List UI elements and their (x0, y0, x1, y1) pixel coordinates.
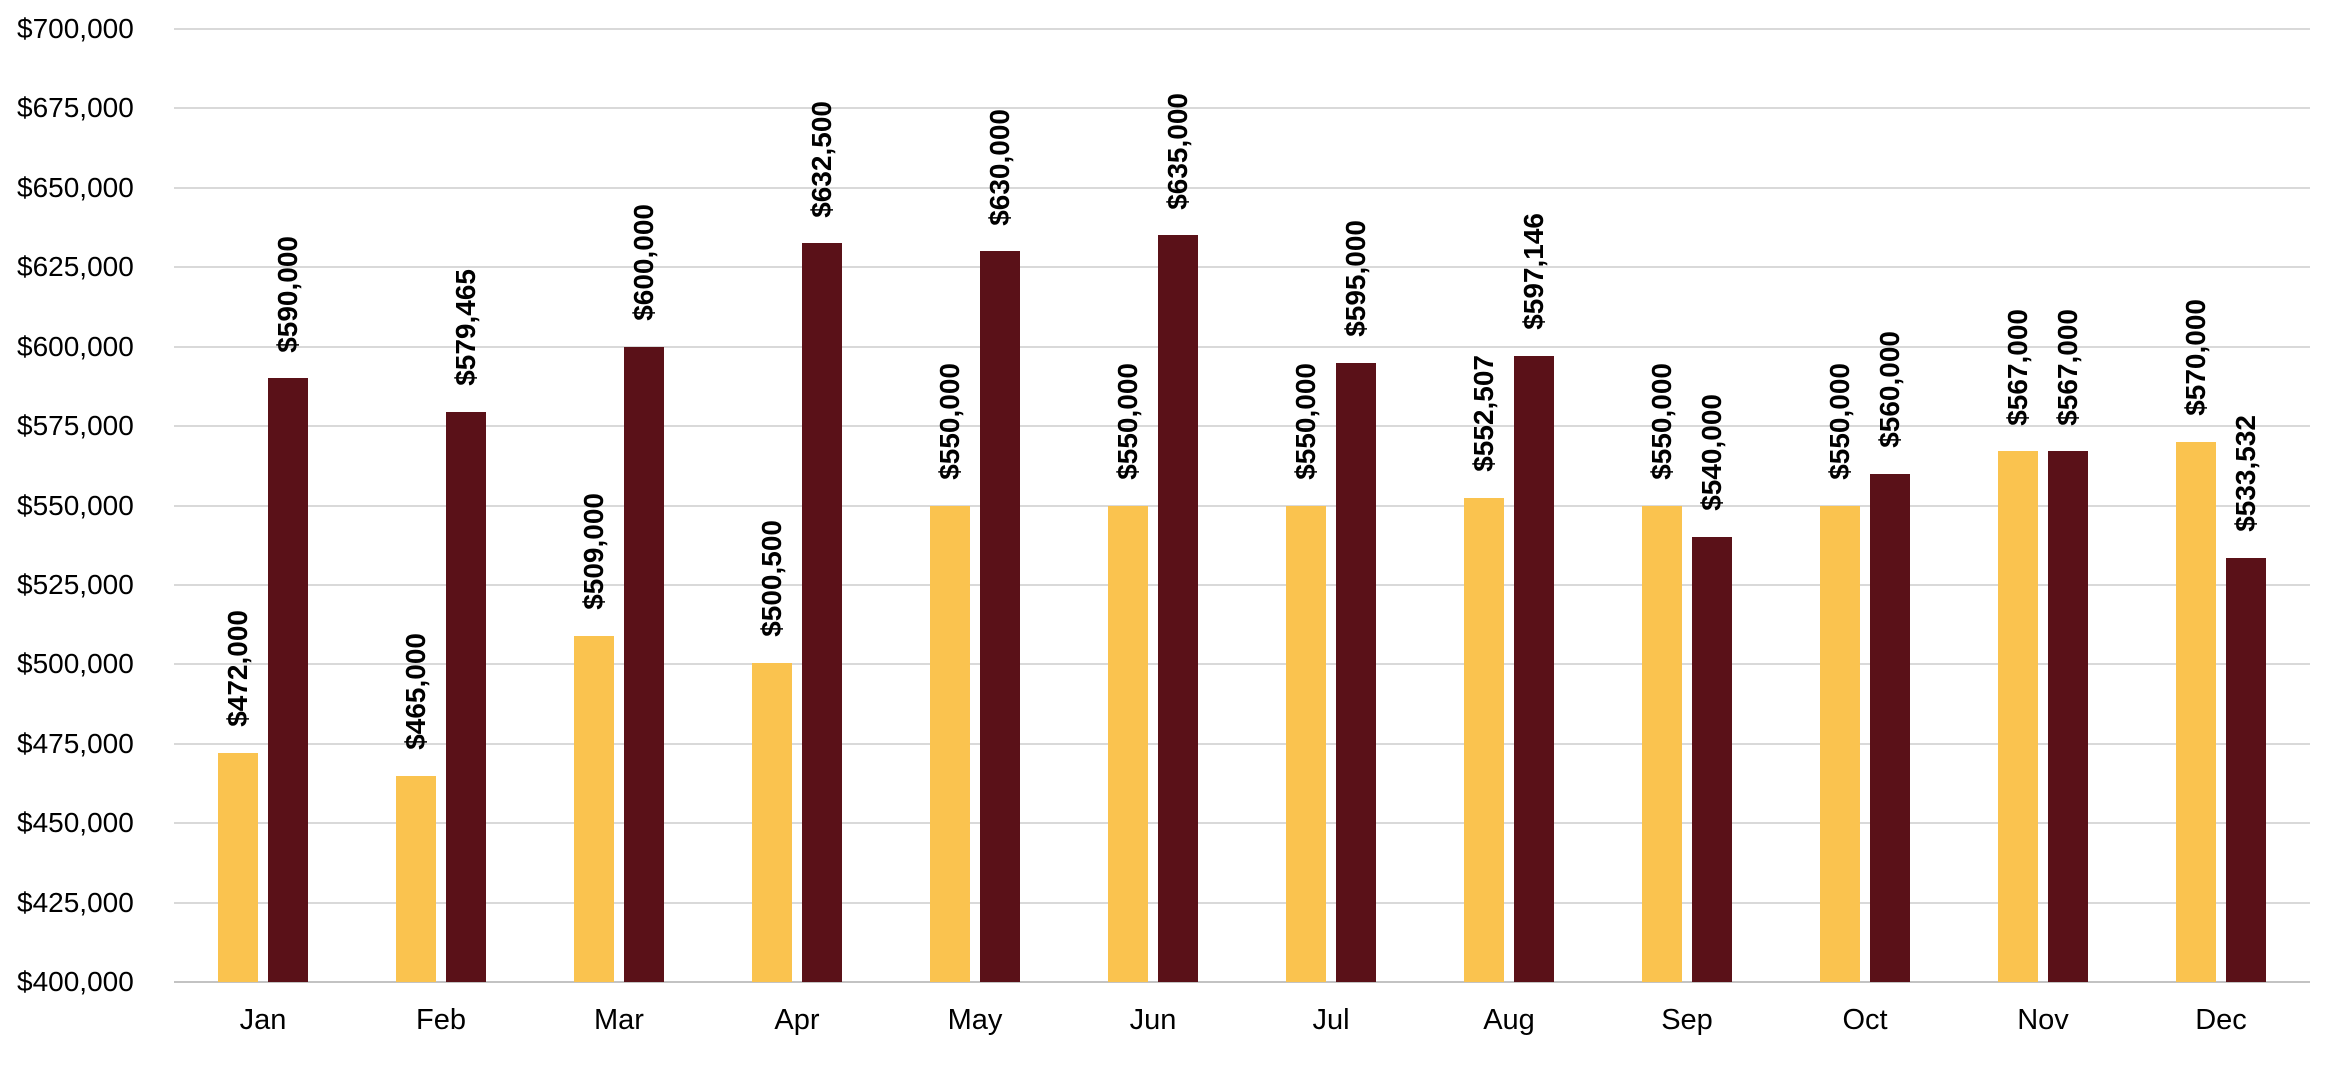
bar-series_1_gold-may (930, 505, 970, 982)
bar-value-label: $465,000 (399, 632, 431, 750)
bar-series_2_maroon-apr (802, 243, 842, 982)
bar-series_2_maroon-jun (1158, 235, 1198, 982)
bar-series_2_maroon-mar (624, 346, 664, 982)
bar-series_1_gold-nov (1998, 451, 2038, 982)
bar-value-label: $590,000 (271, 235, 303, 353)
bar-value-label: $567,000 (2051, 308, 2083, 426)
gridline (174, 425, 2310, 428)
bar-series_2_maroon-may (980, 251, 1020, 982)
y-axis-tick-label: $425,000 (17, 886, 134, 918)
bar-series_2_maroon-jan (268, 378, 308, 982)
bar-value-label: $632,500 (805, 100, 837, 218)
bar-value-label: $600,000 (627, 203, 659, 321)
bar-series_1_gold-apr (752, 662, 792, 982)
bar-value-label: $570,000 (2179, 299, 2211, 416)
gridline (174, 504, 2310, 507)
x-axis-category-label: Apr (774, 1004, 820, 1036)
bar-value-label: $509,000 (577, 492, 609, 610)
x-axis-category-label: Jun (1129, 1004, 1177, 1036)
x-axis-category-label: Nov (2017, 1004, 2069, 1036)
bar-value-label: $533,532 (2229, 415, 2261, 532)
bar-series_1_gold-jan (218, 753, 258, 982)
bar-value-label: $597,146 (1517, 212, 1549, 330)
gridline (174, 28, 2310, 30)
bar-series_1_gold-jul (1286, 505, 1326, 982)
y-axis-tick-label: $650,000 (17, 171, 134, 203)
y-axis-tick-label: $675,000 (17, 92, 134, 124)
bar-value-label: $552,507 (1467, 354, 1499, 472)
gridline (174, 663, 2310, 666)
bar-series_2_maroon-sep (1692, 537, 1732, 982)
bar-value-label: $550,000 (1289, 362, 1321, 480)
bar-series_1_gold-sep (1642, 505, 1682, 982)
gridline (174, 583, 2310, 586)
y-axis-tick-label: $550,000 (17, 489, 134, 521)
y-axis-tick-label: $450,000 (17, 807, 134, 839)
x-axis-category-label: Feb (416, 1004, 466, 1036)
bar-value-label: $550,000 (1111, 362, 1143, 480)
bar-value-label: $550,000 (933, 362, 965, 480)
bar-value-label: $560,000 (1873, 330, 1905, 448)
gridline (174, 345, 2310, 348)
gridline (174, 742, 2310, 745)
x-axis-category-label: Jan (239, 1004, 287, 1036)
bar-series_2_maroon-nov (2048, 451, 2088, 982)
bar-series_2_maroon-oct (1870, 473, 1910, 982)
gridline (174, 822, 2310, 825)
bar-series_1_gold-dec (2176, 441, 2216, 982)
y-axis-tick-label: $525,000 (17, 568, 134, 600)
gridline (174, 901, 2310, 904)
x-axis-category-label: Jul (1312, 1004, 1350, 1036)
bar-series_1_gold-mar (574, 635, 614, 982)
bar-value-label: $579,465 (449, 269, 481, 386)
x-axis-category-label: Mar (594, 1004, 644, 1036)
y-axis-tick-label: $500,000 (17, 648, 134, 680)
bar-value-label: $550,000 (1823, 362, 1855, 480)
gridline (174, 266, 2310, 269)
x-axis-category-label: Aug (1483, 1004, 1535, 1036)
x-axis-category-label: May (947, 1004, 1003, 1036)
gridline (174, 186, 2310, 189)
y-axis-tick-label: $575,000 (17, 410, 134, 442)
bar-series_2_maroon-aug (1514, 355, 1554, 982)
bar-value-label: $550,000 (1645, 362, 1677, 480)
bar-series_2_maroon-feb (446, 411, 486, 982)
x-axis-line (174, 981, 2310, 983)
bar-value-label: $540,000 (1695, 394, 1727, 512)
bar-series_2_maroon-dec (2226, 557, 2266, 982)
x-axis-category-label: Sep (1661, 1004, 1713, 1036)
y-axis-tick-label: $700,000 (17, 13, 134, 44)
bar-series_1_gold-feb (396, 775, 436, 982)
gridline (174, 107, 2310, 110)
x-axis-category-label: Oct (1842, 1004, 1888, 1036)
bar-value-label: $595,000 (1339, 219, 1371, 337)
bar-value-label: $567,000 (2001, 308, 2033, 426)
bar-value-label: $635,000 (1161, 92, 1193, 210)
bar-value-label: $500,500 (755, 519, 787, 637)
bar-series_2_maroon-jul (1336, 362, 1376, 982)
bar-series_1_gold-jun (1108, 505, 1148, 982)
bar-series_1_gold-aug (1464, 497, 1504, 982)
bar-series_1_gold-oct (1820, 505, 1860, 982)
bar-value-label: $630,000 (983, 108, 1015, 226)
y-axis-tick-label: $400,000 (17, 966, 134, 997)
bar-value-label: $472,000 (221, 610, 253, 728)
y-axis-tick-label: $625,000 (17, 251, 134, 283)
y-axis-tick-label: $475,000 (17, 727, 134, 759)
x-axis-category-label: Dec (2195, 1004, 2247, 1036)
y-axis-tick-label: $600,000 (17, 330, 134, 362)
